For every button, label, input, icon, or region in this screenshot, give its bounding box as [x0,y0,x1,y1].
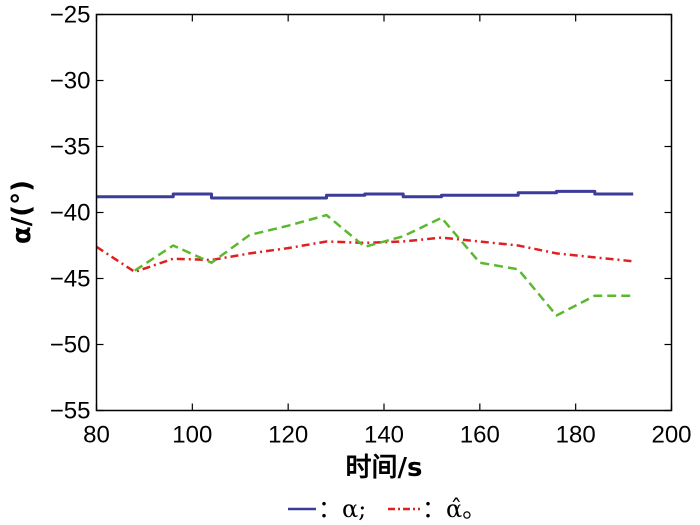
y-tick-label: −40 [50,200,91,227]
legend: ：α; ：α̂。 [288,495,486,523]
series-line-alpha [96,189,634,200]
x-tick-label: 160 [460,422,500,449]
y-tick-label: −25 [50,2,91,29]
x-tick-label: 100 [172,422,212,449]
plot-frame [95,13,673,412]
x-tick-label: 200 [651,422,691,449]
series-line-green [134,213,634,317]
x-axis-title: 时间/s [346,453,423,483]
y-tick-label: −30 [50,68,91,95]
y-tick-label: −45 [50,266,91,293]
y-axis-title: α/(°) [7,180,37,244]
series-layer [95,189,634,317]
x-axis: 80 100 120 140 160 180 200 [83,14,692,449]
y-axis: −25 −30 −35 −40 −45 −50 −55 [50,2,672,425]
y-tick-label: −35 [50,134,91,161]
y-tick-label: −55 [50,398,91,425]
x-tick-label: 120 [268,422,308,449]
legend-label-alpha-hat: ：α̂。 [422,495,486,523]
x-tick-label: 180 [556,422,596,449]
y-tick-label: −50 [50,332,91,359]
x-tick-label: 140 [364,422,404,449]
legend-label-alpha: ：α; [318,495,366,523]
x-tick-label: 80 [83,422,110,449]
